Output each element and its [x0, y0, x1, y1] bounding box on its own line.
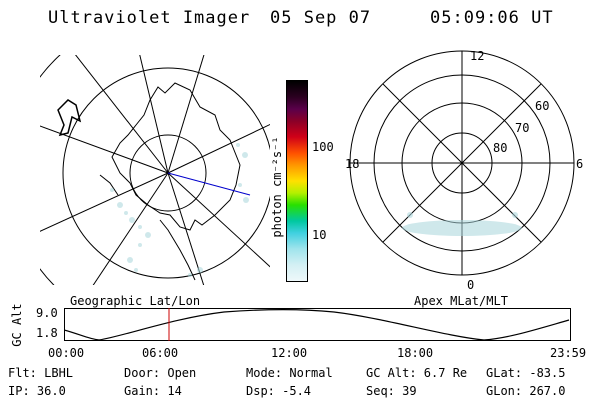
status-dsp: Dsp: -5.4 [246, 384, 312, 398]
status-gc-alt: GC Alt: 6.7 Re [366, 366, 468, 380]
colorbar-tick-10: 10 [312, 228, 327, 242]
status-flt: Flt: LBHL [8, 366, 74, 380]
orbit-y-tick-9: 9.0 [36, 306, 58, 320]
mlt-label-0: 0 [467, 278, 474, 290]
orbit-x-tick-2359: 23:59 [550, 346, 587, 360]
geographic-title: Geographic Lat/Lon [70, 294, 201, 308]
apex-title: Apex MLat/MLT [414, 294, 508, 308]
satellite-direction-line [167, 172, 251, 196]
orbit-x-tick-1800: 18:00 [397, 346, 434, 360]
orbit-x-tick-0000: 00:00 [48, 346, 85, 360]
mlt-label-12: 12 [470, 50, 484, 63]
colorbar [286, 80, 308, 282]
status-seq: Seq: 39 [366, 384, 417, 398]
orbit-x-tick-1200: 12:00 [271, 346, 308, 360]
time-label: 05:09:06 UT [430, 8, 554, 28]
orbit-y-tick-1-8: 1.8 [36, 326, 58, 340]
status-gain: Gain: 14 [124, 384, 182, 398]
orbit-altitude-panel [64, 308, 571, 341]
colorbar-unit-label: photon cm⁻²s⁻¹ [270, 136, 284, 238]
mlat-label-70: 70 [515, 121, 529, 135]
polar-mlat-mlt-plot: 12 0 18 6 60 70 80 [345, 50, 583, 290]
mlt-label-6: 6 [576, 157, 583, 171]
status-glat: GLat: -83.5 [486, 366, 566, 380]
mlt-label-18: 18 [345, 157, 359, 171]
geographic-map [40, 55, 270, 285]
orbit-x-tick-0600: 06:00 [142, 346, 179, 360]
orbit-y-axis-label: GC Alt [10, 303, 24, 347]
status-glon: GLon: 267.0 [486, 384, 566, 398]
date-label: 05 Sep 07 [270, 8, 372, 28]
status-ip: IP: 36.0 [8, 384, 66, 398]
mlat-label-80: 80 [493, 141, 507, 155]
instrument-title: Ultraviolet Imager [48, 8, 251, 28]
status-mode: Mode: Normal [246, 366, 333, 380]
orbit-altitude-curve [64, 309, 570, 341]
status-door: Door: Open [124, 366, 197, 380]
colorbar-tick-100: 100 [312, 140, 334, 154]
mlat-label-60: 60 [535, 99, 549, 113]
